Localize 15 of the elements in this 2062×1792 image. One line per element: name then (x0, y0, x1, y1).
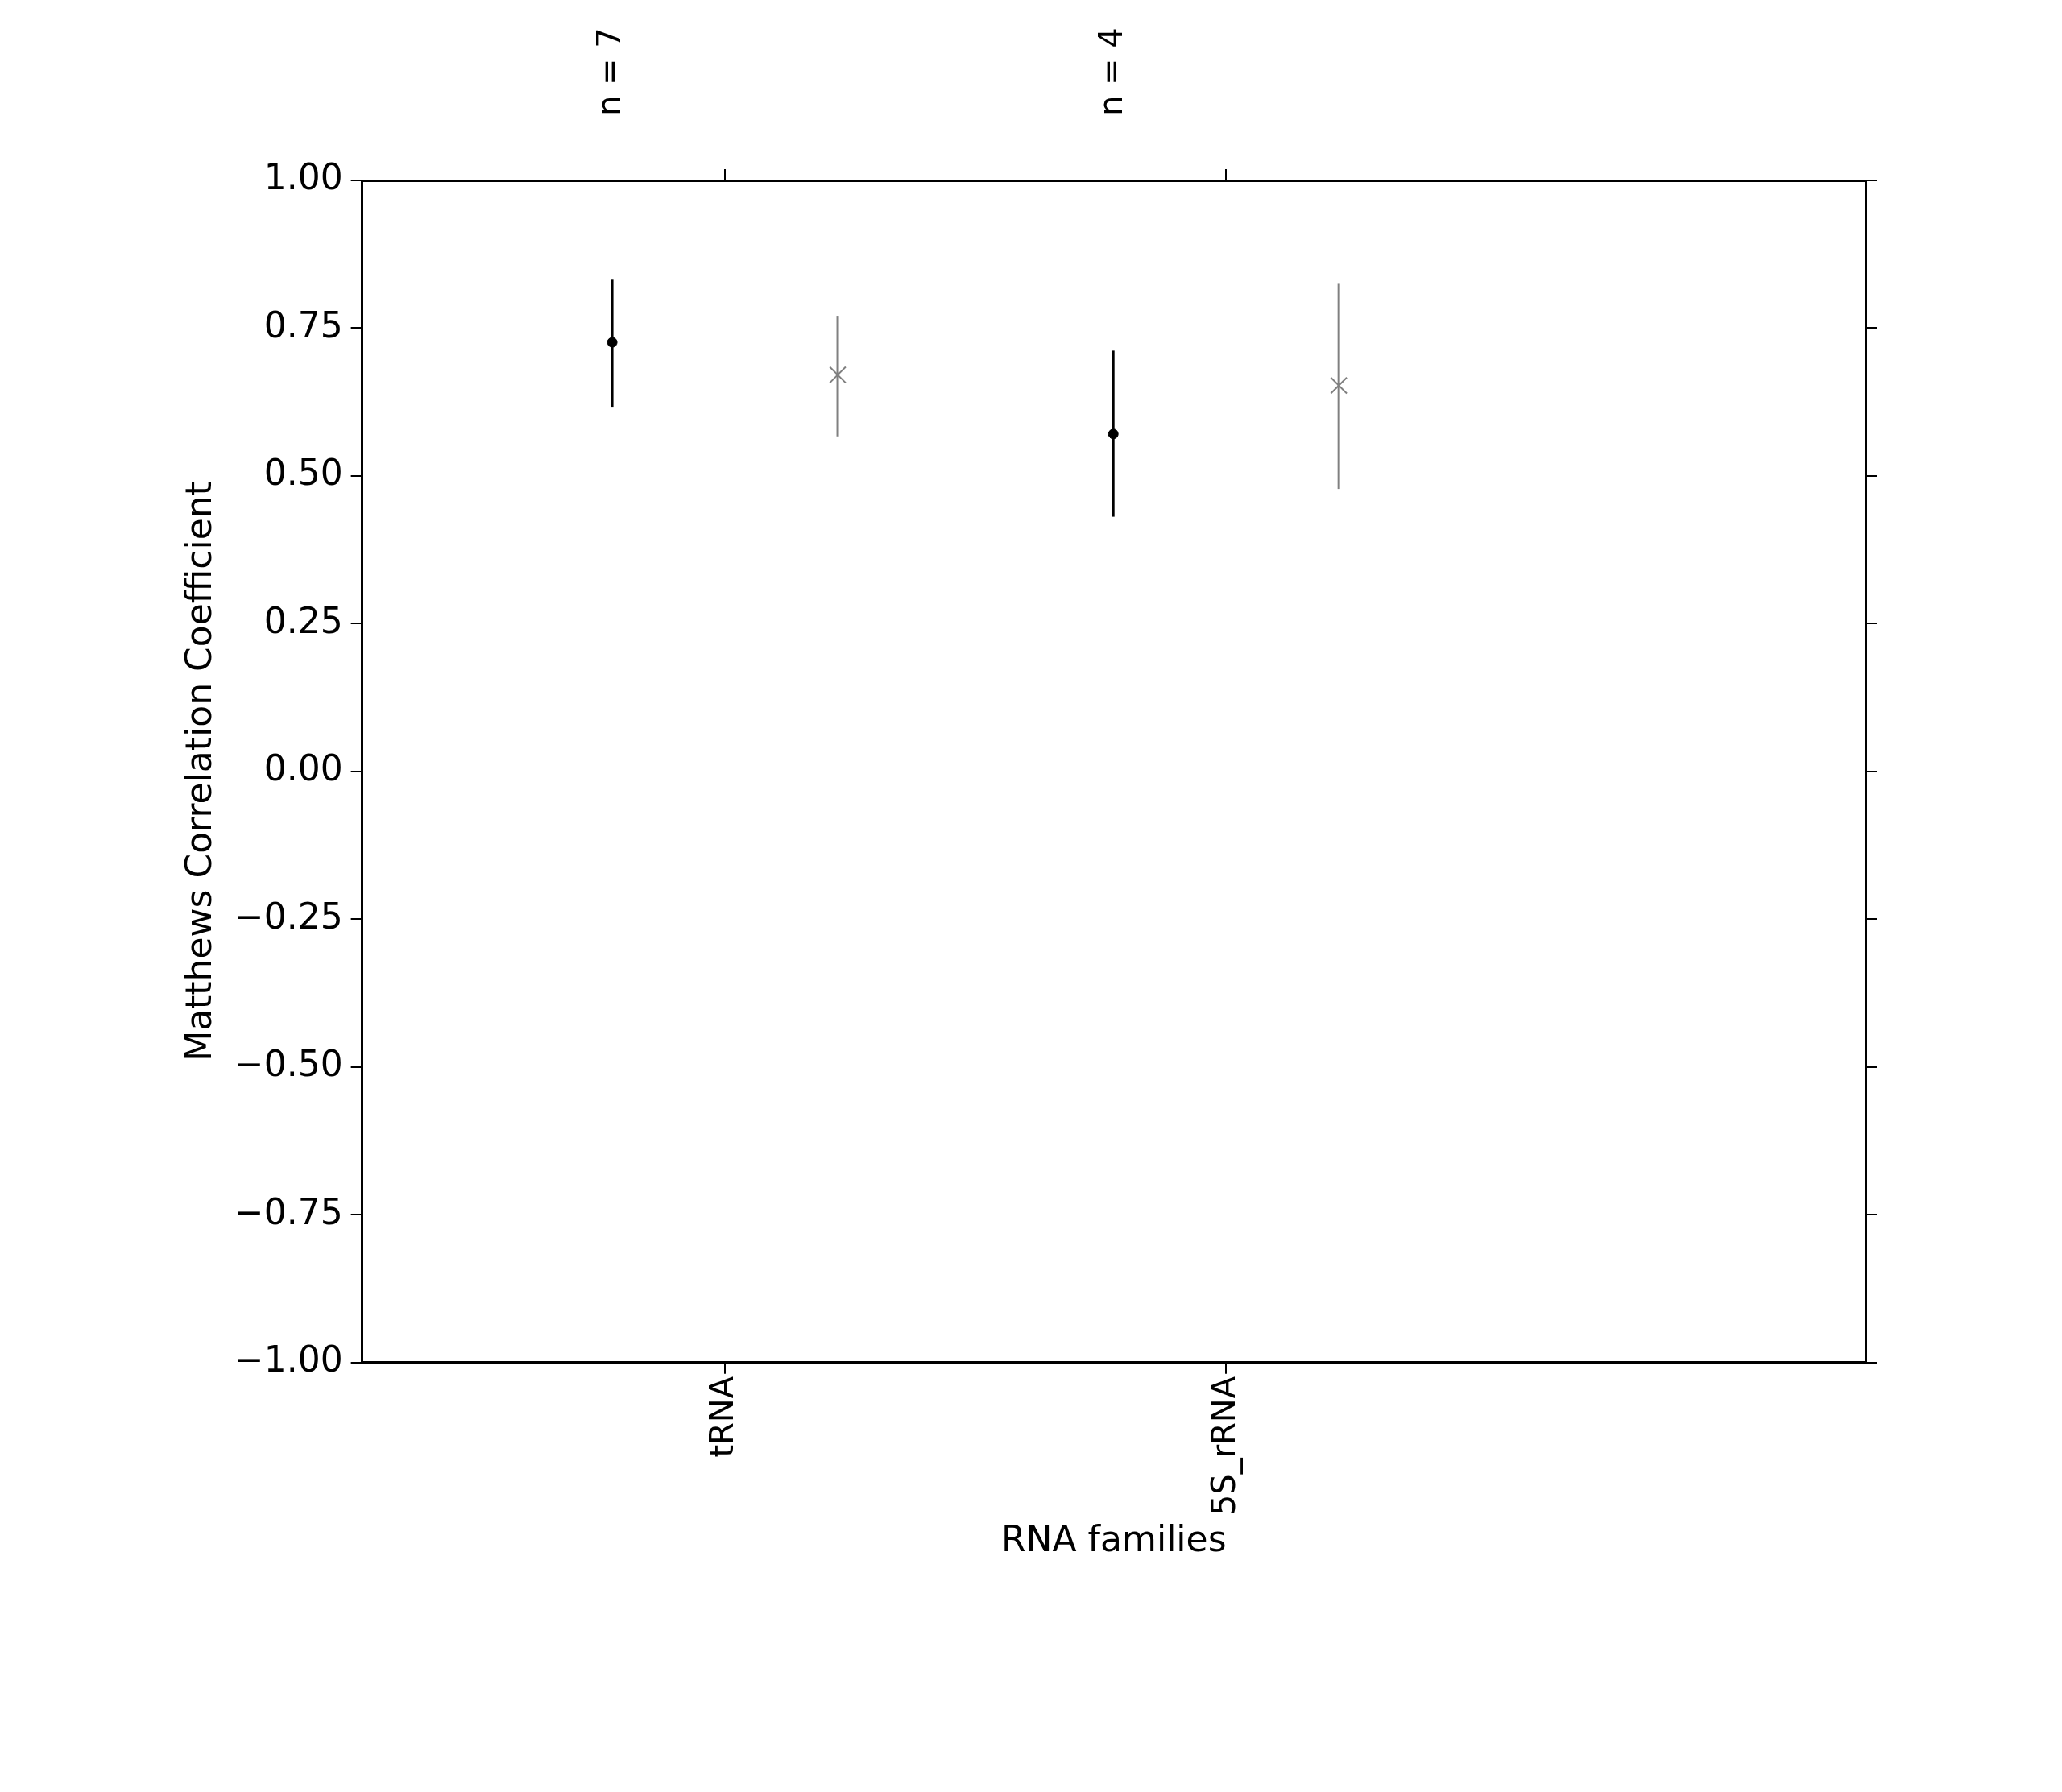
text: n = 4 (1091, 27, 1129, 116)
y-tick-label: 0.00 (263, 747, 343, 789)
y-tick-label: 0.75 (263, 304, 343, 346)
y-axis-title: Matthews Correlation Coefficient (177, 482, 219, 1062)
x-tick-label: 5S_rRNA (1204, 1376, 1243, 1516)
x-axis-title: RNA families (1001, 1518, 1227, 1560)
y-tick-label: 1.00 (263, 156, 343, 198)
y-tick-label: 0.50 (263, 452, 343, 494)
y-tick-label: −0.25 (234, 895, 343, 937)
y-tick-label: −0.75 (234, 1190, 343, 1232)
text: n = 7 (590, 27, 628, 116)
y-tick-label: −0.50 (234, 1043, 343, 1085)
y-tick-label: 0.25 (263, 599, 343, 641)
y-tick-label: −1.00 (234, 1339, 343, 1380)
x-tick-label: tRNA (703, 1376, 741, 1458)
